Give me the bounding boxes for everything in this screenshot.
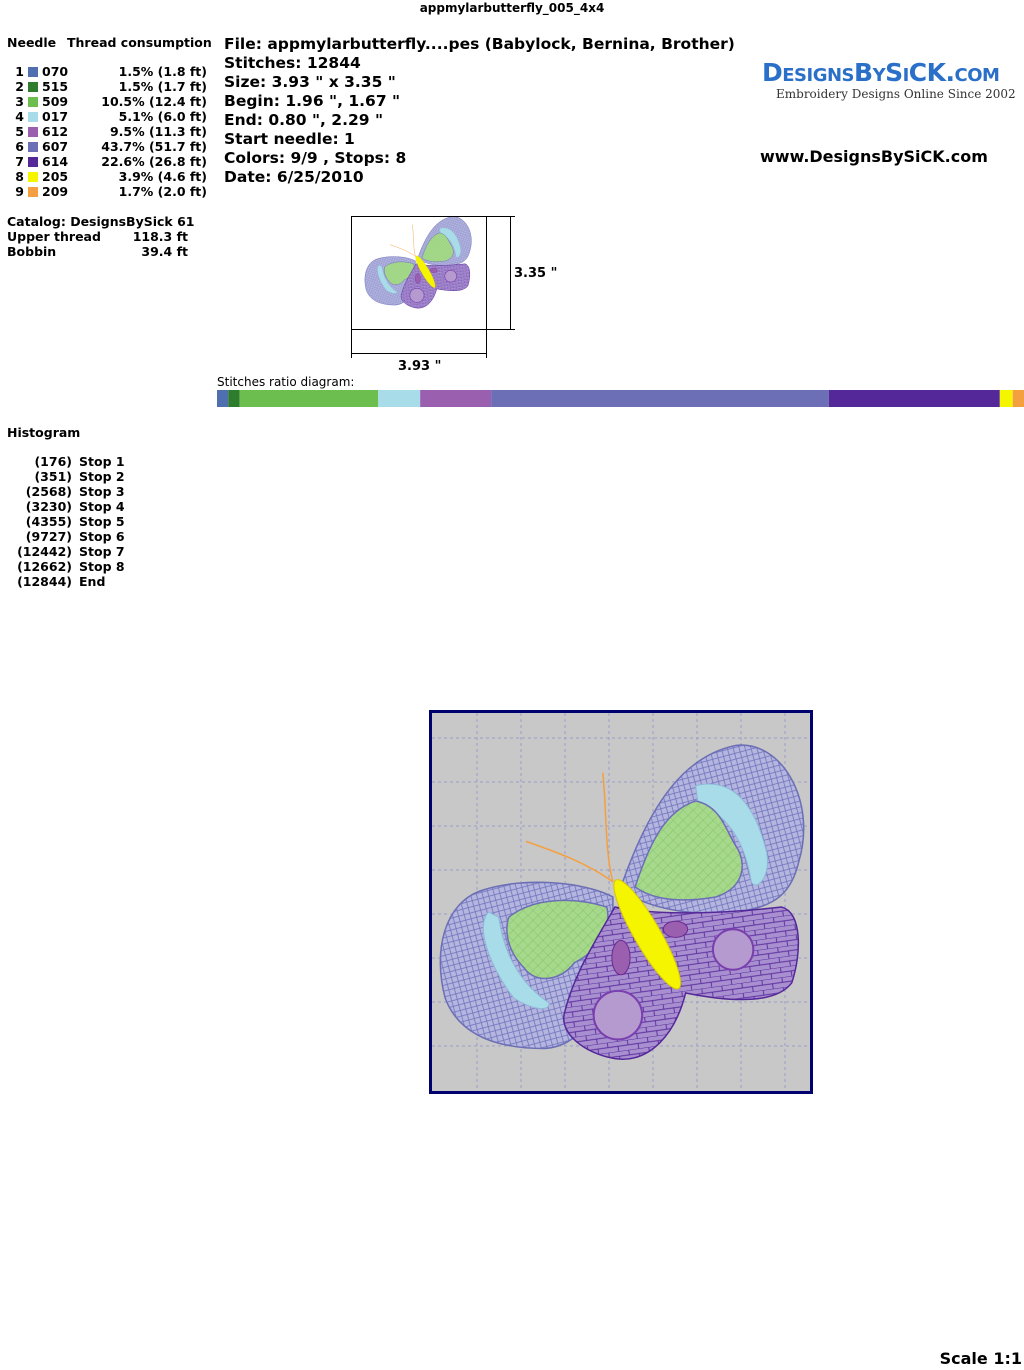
- info-line: Begin: 1.96 ", 1.67 ": [224, 92, 401, 110]
- thread-code: 070: [42, 64, 69, 79]
- thread-swatch: [28, 127, 38, 137]
- logo: DesignsBySiCK.com: [762, 58, 1000, 87]
- thread-consumption: 22.6% (26.8 ft): [101, 154, 207, 169]
- ratio-bar: [217, 390, 1024, 407]
- thread-consumption: 1.5% (1.7 ft): [118, 79, 207, 94]
- stop-count: (2568): [25, 484, 72, 499]
- thread-swatch: [28, 82, 38, 92]
- thread-consumption: 1.5% (1.8 ft): [118, 64, 207, 79]
- thread-consumption: 5.1% (6.0 ft): [118, 109, 207, 124]
- needle-number: 5: [15, 124, 24, 139]
- needle-number: 6: [15, 139, 24, 154]
- catalog: Catalog: DesignsBySick 61: [7, 214, 195, 229]
- needle-number: 9: [15, 184, 24, 199]
- logo-tagline: Embroidery Designs Online Since 2002: [776, 87, 1016, 101]
- ratio-segment: [378, 390, 421, 407]
- info-line: Colors: 9/9 , Stops: 8: [224, 149, 407, 167]
- upper-label: Upper thread: [7, 229, 101, 244]
- design-view: [429, 710, 813, 1094]
- ratio-label: Stitches ratio diagram:: [217, 375, 355, 389]
- stop-count: (9727): [25, 529, 72, 544]
- needle-number: 4: [15, 109, 24, 124]
- info-line: Stitches: 12844: [224, 54, 361, 72]
- ratio-segment: [828, 390, 1000, 407]
- thread-swatch: [28, 67, 38, 77]
- stop-count: (12844): [17, 574, 72, 589]
- thread-swatch: [28, 142, 38, 152]
- preview: 3.35 " 3.93 ": [351, 216, 557, 374]
- page-title: appmylarbutterfly_005_4x4: [419, 1, 605, 15]
- design-info: File: appmylarbutterfly....pes (Babylock…: [224, 35, 735, 187]
- thread-consumption: 1.7% (2.0 ft): [118, 184, 207, 199]
- needle-number: 2: [15, 79, 24, 94]
- stop-label: Stop 4: [79, 499, 125, 514]
- thread-code: 612: [42, 124, 69, 139]
- stop-label: Stop 1: [79, 454, 125, 469]
- info-line: Start needle: 1: [224, 130, 355, 148]
- stop-count: (351): [34, 469, 72, 484]
- ratio-segment: [491, 390, 829, 407]
- info-line: Size: 3.93 " x 3.35 ": [224, 73, 396, 91]
- thread-code: 205: [42, 169, 69, 184]
- ratio-segment: [239, 390, 379, 407]
- histogram-title: Histogram: [7, 425, 81, 440]
- ratio-segment: [420, 390, 492, 407]
- stop-label: End: [79, 574, 106, 589]
- thread-code: 614: [42, 154, 69, 169]
- thread-consumption: 10.5% (12.4 ft): [101, 94, 207, 109]
- stop-label: Stop 3: [79, 484, 125, 499]
- needle-number: 8: [15, 169, 24, 184]
- thread-consumption: 43.7% (51.7 ft): [101, 139, 207, 154]
- bobbin-value: 39.4 ft: [141, 244, 188, 259]
- info-line: End: 0.80 ", 2.29 ": [224, 111, 384, 129]
- needle-number: 7: [15, 154, 24, 169]
- thread-swatch: [28, 112, 38, 122]
- stop-label: Stop 5: [79, 514, 125, 529]
- scale: Scale 1:1: [939, 1349, 1022, 1368]
- thread-code: 515: [42, 79, 69, 94]
- stop-label: Stop 8: [79, 559, 125, 574]
- height-label: 3.35 ": [514, 266, 557, 281]
- thread-code: 017: [42, 109, 69, 124]
- ratio-segment: [1012, 390, 1024, 407]
- site-url: www.DesignsBySiCK.com: [760, 147, 988, 166]
- ratio-segment: [999, 390, 1013, 407]
- thread-code: 607: [42, 139, 69, 154]
- stop-count: (12442): [17, 544, 72, 559]
- bobbin-label: Bobbin: [7, 244, 57, 259]
- thread-consumption: 9.5% (11.3 ft): [109, 124, 207, 139]
- consumption-header: Thread consumption: [67, 35, 212, 50]
- thread-consumption: 3.9% (4.6 ft): [118, 169, 207, 184]
- thread-code: 209: [42, 184, 69, 199]
- ratio-segment: [217, 390, 229, 407]
- thread-swatch: [28, 187, 38, 197]
- stop-count: (3230): [25, 499, 72, 514]
- info-line: File: appmylarbutterfly....pes (Babylock…: [224, 35, 735, 53]
- ratio-segment: [228, 390, 240, 407]
- info-line: Date: 6/25/2010: [224, 168, 364, 186]
- thread-swatch: [28, 97, 38, 107]
- upper-value: 118.3 ft: [132, 229, 188, 244]
- thread-swatch: [28, 172, 38, 182]
- needle-number: 1: [15, 64, 24, 79]
- width-label: 3.93 ": [398, 359, 441, 374]
- stop-count: (4355): [25, 514, 72, 529]
- needle-number: 3: [15, 94, 24, 109]
- needle-header: Needle: [7, 35, 57, 50]
- stop-count: (12662): [17, 559, 72, 574]
- stop-count: (176): [34, 454, 72, 469]
- stop-label: Stop 6: [79, 529, 125, 544]
- stop-label: Stop 2: [79, 469, 125, 484]
- thread-swatch: [28, 157, 38, 167]
- stop-label: Stop 7: [79, 544, 125, 559]
- thread-code: 509: [42, 94, 69, 109]
